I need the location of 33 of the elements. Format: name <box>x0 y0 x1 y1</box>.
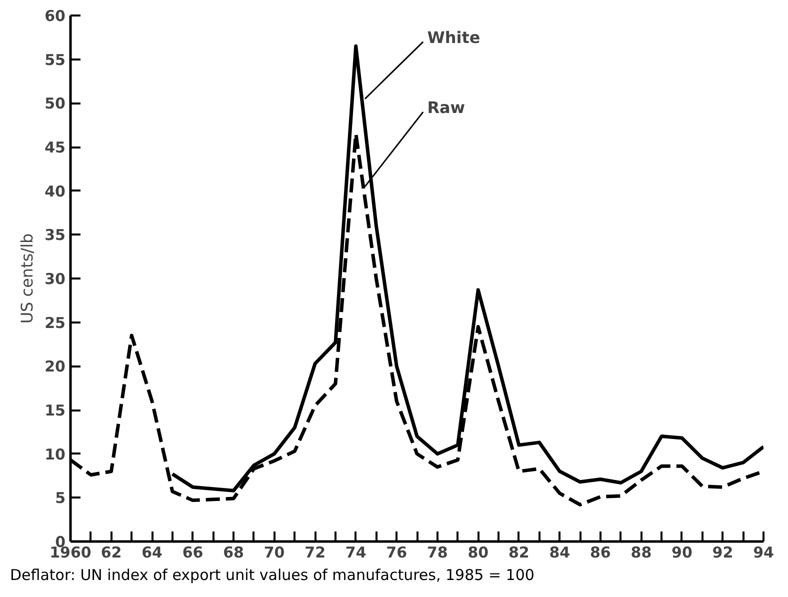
x-tick-label: 64 <box>142 544 162 562</box>
x-tick-label: 72 <box>304 544 326 562</box>
x-tick-label: 62 <box>100 544 122 562</box>
y-tick-label: 35 <box>44 226 66 244</box>
y-tick-label: 5 <box>55 489 66 508</box>
x-tick-label: 74 <box>345 544 366 562</box>
y-tick-label: 30 <box>44 270 66 288</box>
x-tick-label: 68 <box>223 544 244 562</box>
y-tick-label: 20 <box>44 358 66 376</box>
x-tick-label: 80 <box>468 544 489 562</box>
y-tick-label: 25 <box>44 314 66 332</box>
x-tick-label: 86 <box>590 544 611 562</box>
y-tick-label: 10 <box>44 445 66 464</box>
text: Raw <box>427 98 466 118</box>
x-tick-label: 94 <box>753 544 774 562</box>
y-axis-title: US cents/lb <box>18 233 37 324</box>
x-tick-label: 70 <box>264 544 285 562</box>
text: White <box>427 28 480 47</box>
x-tick-label: 92 <box>712 544 734 562</box>
y-tick-label: 60 <box>44 7 66 25</box>
x-tick-label: 76 <box>386 544 408 562</box>
y-tick-label: 45 <box>44 138 66 156</box>
text: Deflator: UN index of export unit values of manufactures, 1985 = 100 <box>10 565 534 586</box>
x-tick-label: 66 <box>182 544 204 562</box>
x-tick-label: 78 <box>426 544 448 562</box>
x-tick-label: 82 <box>508 544 530 562</box>
x-tick-label: 88 <box>630 544 652 562</box>
y-tick-label: 40 <box>44 182 66 200</box>
x-tick-label: 84 <box>549 544 570 562</box>
y-tick-label: 50 <box>44 94 66 113</box>
y-tick-label: 55 <box>44 50 66 69</box>
x-tick-label: 90 <box>672 544 692 562</box>
y-tick-label: 15 <box>44 402 66 420</box>
